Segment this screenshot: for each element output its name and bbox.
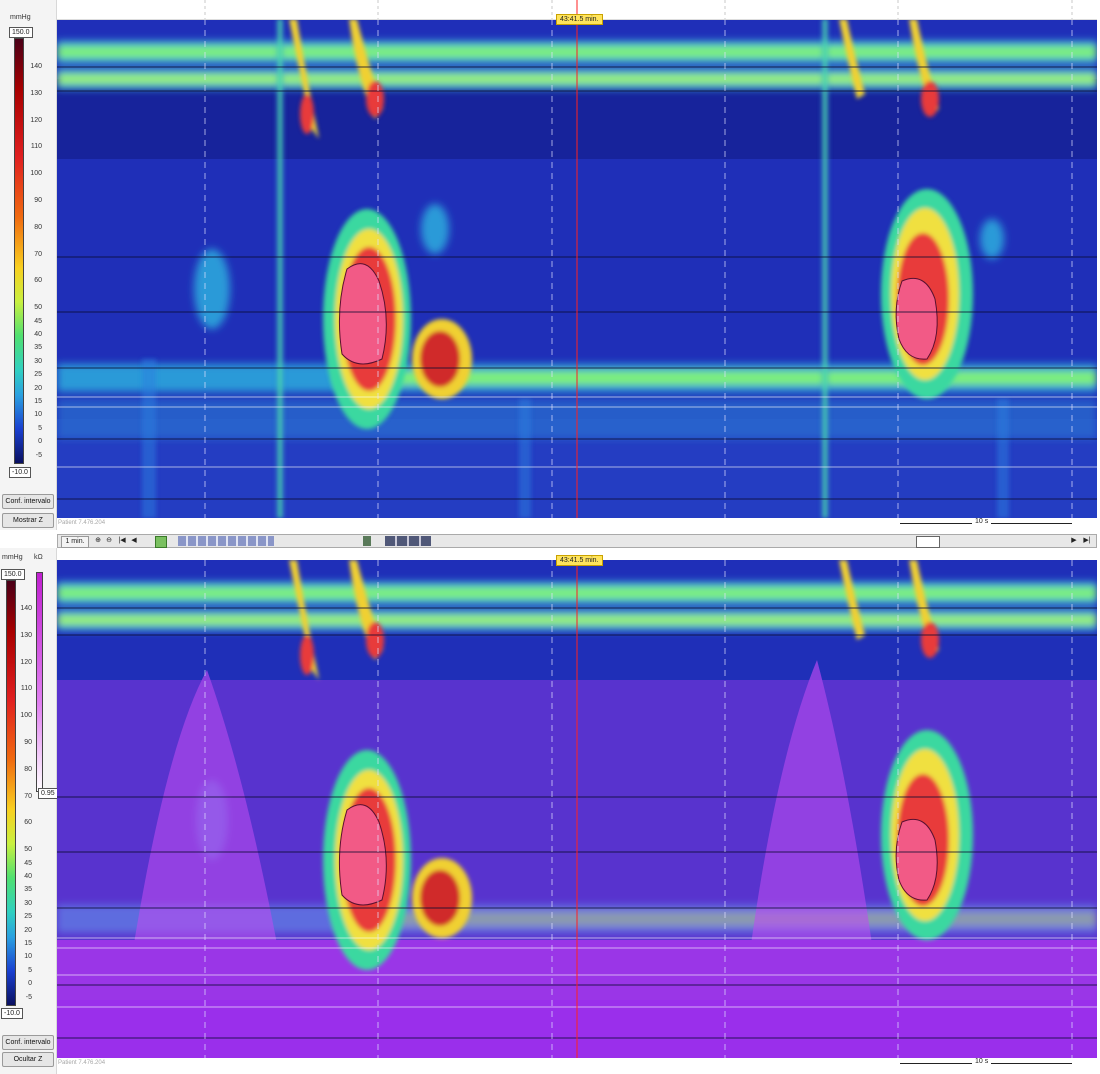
bottom-pressure-impedance-topography[interactable]: [57, 560, 1097, 1058]
bottom-tick-label: 25: [24, 913, 32, 920]
zoom-in-icon[interactable]: ⊕: [95, 537, 101, 544]
bottom-sidebar: mmHg kΩ 150.0 0.95 140 130 120 110 100 90 80 70…: [0, 548, 58, 1074]
bottom-tick-label: 140: [20, 605, 32, 612]
top-tick-label: 130: [30, 90, 42, 97]
bottom-patient-id: Patient 7.476.204: [58, 1060, 106, 1066]
top-patient-id: Patient 7.476.204: [58, 520, 106, 526]
bottom-tick-label: 120: [20, 659, 32, 666]
top-tick-label: 110: [30, 143, 42, 150]
step-back-icon[interactable]: ◀: [131, 537, 137, 544]
top-tick-label: 10: [34, 411, 42, 418]
bottom-tick-label: 15: [24, 940, 32, 947]
event-marker-active[interactable]: [155, 536, 167, 548]
top-pressure-topography[interactable]: [57, 19, 1097, 518]
top-cursor-time[interactable]: 43:41.5 min.: [556, 14, 603, 25]
top-tick-label: 50: [34, 304, 42, 311]
bottom-tick-label: 100: [20, 712, 32, 719]
step-forward-icon[interactable]: ▶: [1071, 537, 1077, 544]
bottom-color-bar: [6, 580, 16, 1006]
top-tick-label: 35: [34, 344, 42, 351]
top-max-value[interactable]: 150.0: [9, 27, 33, 38]
top-tick-label: 15: [34, 398, 42, 405]
top-tick-label: 45: [34, 318, 42, 325]
navigation-toolbar: 1 min. ⊕ ⊖ |◀ ◀ ▶ ▶|: [57, 534, 1097, 548]
top-unit-label: mmHg: [10, 14, 31, 21]
bottom-tick-label: -5: [25, 994, 32, 1001]
bottom-tick-label: 30: [24, 900, 32, 907]
impedance-threshold[interactable]: 0.95: [38, 788, 58, 799]
event-markers-dark[interactable]: [385, 536, 431, 546]
skip-end-icon[interactable]: ▶|: [1083, 537, 1091, 544]
bottom-time-scale: 10 s: [900, 1058, 1072, 1067]
bottom-unit-impedance: kΩ: [34, 554, 43, 561]
top-tick-label: 100: [30, 170, 42, 177]
bottom-tick-label: 5: [28, 967, 32, 974]
window-size-button[interactable]: 1 min.: [61, 536, 89, 548]
bottom-tick-label: 40: [24, 873, 32, 880]
event-marker-green[interactable]: [363, 536, 371, 546]
top-tick-label: 5: [38, 425, 42, 432]
bottom-tick-label: 60: [24, 819, 32, 826]
top-tick-label: 70: [34, 251, 42, 258]
scroll-thumb[interactable]: [916, 536, 940, 548]
top-tick-label: 80: [34, 224, 42, 231]
skip-start-icon[interactable]: |◀: [118, 537, 126, 544]
bottom-tick-label: 20: [24, 927, 32, 934]
bottom-max-value[interactable]: 150.0: [1, 569, 25, 580]
top-tick-label: 30: [34, 358, 42, 365]
top-min-value[interactable]: -10.0: [9, 467, 31, 478]
top-tick-label: 120: [30, 117, 42, 124]
bottom-tick-label: 50: [24, 846, 32, 853]
top-tick-label: 90: [34, 197, 42, 204]
zoom-out-icon[interactable]: ⊖: [106, 537, 112, 544]
show-z-button[interactable]: Mostrar Z: [2, 513, 54, 528]
bottom-min-value[interactable]: -10.0: [1, 1008, 23, 1019]
bottom-tick-label: 10: [24, 953, 32, 960]
top-color-bar: [14, 38, 24, 464]
top-tick-label: 140: [30, 63, 42, 70]
top-tick-label: 0: [38, 438, 42, 445]
range-config-button-bottom[interactable]: Conf. intervalo: [2, 1035, 54, 1050]
top-time-scale: 10 s: [900, 518, 1072, 527]
bottom-unit-pressure: mmHg: [2, 554, 23, 561]
bottom-tick-label: 80: [24, 766, 32, 773]
bottom-tick-label: 45: [24, 860, 32, 867]
bottom-tick-label: 90: [24, 739, 32, 746]
top-sidebar: mmHg 150.0 140 130 120 110 100 90 80 70 60 50 45 40…: [0, 0, 57, 530]
impedance-color-bar: [36, 572, 43, 792]
event-markers[interactable]: [178, 536, 274, 546]
top-tick-label: 40: [34, 331, 42, 338]
top-tick-label: 20: [34, 385, 42, 392]
top-tick-label: 25: [34, 371, 42, 378]
bottom-tick-label: 35: [24, 886, 32, 893]
range-config-button[interactable]: Conf. intervalo: [2, 494, 54, 509]
hide-z-button[interactable]: Ocultar Z: [2, 1052, 54, 1067]
bottom-tick-label: 130: [20, 632, 32, 639]
bottom-tick-label: 0: [28, 980, 32, 987]
bottom-tick-label: 110: [20, 685, 32, 692]
bottom-tick-label: 70: [24, 793, 32, 800]
bottom-cursor-time[interactable]: 43:41.5 min.: [556, 555, 603, 566]
top-tick-label: -5: [35, 452, 42, 459]
top-tick-label: 60: [34, 277, 42, 284]
